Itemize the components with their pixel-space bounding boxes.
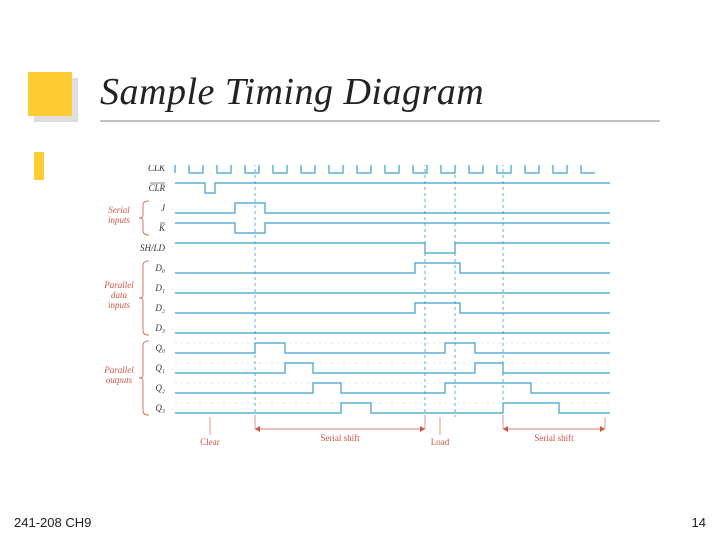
svg-text:SH/LD: SH/LD (140, 243, 166, 253)
svg-text:D₃: D₃ (154, 323, 165, 333)
svg-text:outputs: outputs (106, 375, 133, 385)
svg-text:CLR: CLR (148, 183, 165, 193)
svg-text:Serial shift: Serial shift (534, 433, 574, 443)
svg-text:Clear: Clear (200, 437, 220, 447)
svg-text:Serial: Serial (108, 205, 130, 215)
svg-text:Parallel: Parallel (103, 280, 134, 290)
svg-text:D₂: D₂ (154, 303, 165, 313)
svg-text:K: K (158, 223, 166, 233)
svg-text:D₁: D₁ (154, 283, 165, 293)
svg-text:inputs: inputs (108, 300, 131, 310)
svg-text:Load: Load (431, 437, 450, 447)
svg-text:Q₃: Q₃ (155, 403, 165, 413)
svg-text:Parallel: Parallel (103, 365, 134, 375)
svg-text:D₀: D₀ (154, 263, 165, 273)
accent-square (28, 72, 72, 116)
svg-text:Q₁: Q₁ (155, 363, 165, 373)
footer-left: 241-208 CH9 (14, 515, 91, 530)
page-number: 14 (692, 515, 706, 530)
title-underline (100, 120, 660, 122)
svg-text:Q₀: Q₀ (155, 343, 165, 353)
accent-bar (34, 152, 44, 180)
svg-text:J: J (161, 203, 166, 213)
svg-text:Serial shift: Serial shift (320, 433, 360, 443)
page-title: Sample Timing Diagram (100, 70, 484, 114)
svg-text:CLK: CLK (148, 165, 166, 173)
svg-text:inputs: inputs (108, 215, 131, 225)
timing-diagram: CLKCLRJKSH/LDD₀D₁D₂D₃Q₀Q₁Q₂Q₃Serialinput… (95, 165, 625, 485)
svg-text:Q₂: Q₂ (155, 383, 165, 393)
svg-text:data: data (111, 290, 128, 300)
